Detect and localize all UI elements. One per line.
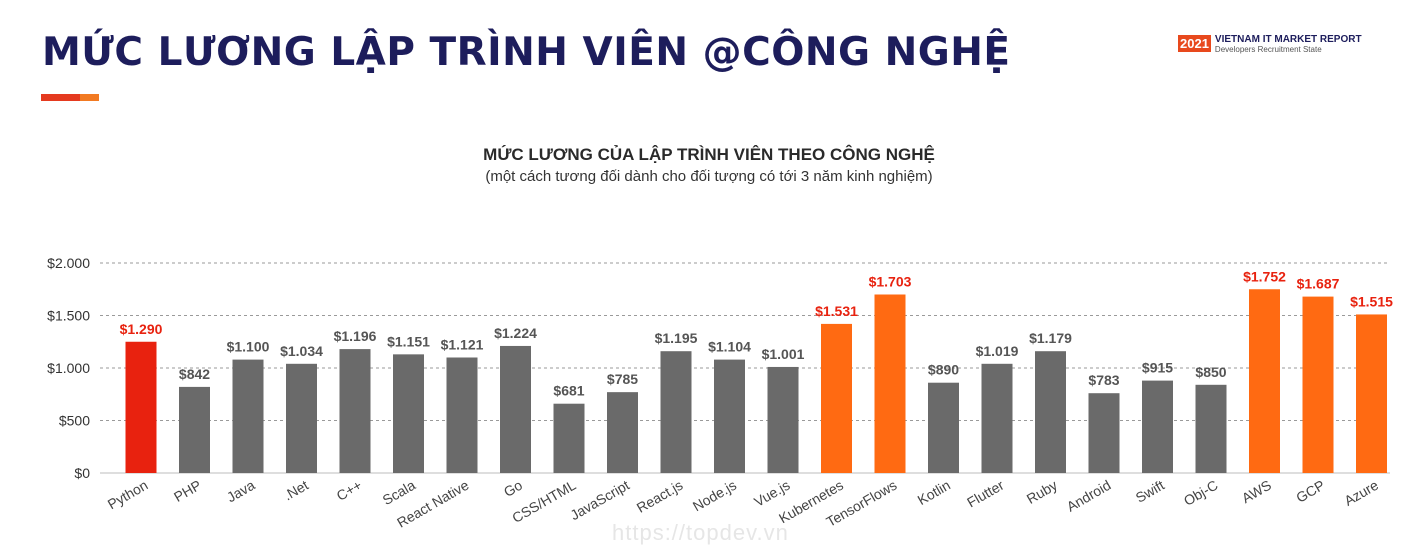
bar [1249, 289, 1280, 473]
x-tick-label: Ruby [1024, 477, 1060, 507]
x-tick-label: Flutter [964, 477, 1007, 511]
data-label: $1.752 [1243, 268, 1286, 284]
data-label: $681 [553, 383, 584, 399]
x-tick-label: Scala [380, 477, 419, 508]
bar [874, 294, 906, 473]
report-text: VIETNAM IT MARKET REPORT Developers Recr… [1215, 35, 1362, 55]
bar [179, 386, 210, 473]
x-tick-label: React.js [634, 477, 686, 516]
bar [125, 341, 157, 473]
data-label: $783 [1088, 372, 1119, 388]
data-label: $1.100 [227, 339, 270, 355]
data-label: $842 [179, 366, 210, 382]
chart-title: MỨC LƯƠNG CỦA LẬP TRÌNH VIÊN THEO CÔNG N… [483, 145, 935, 164]
bar [607, 392, 638, 473]
x-tick-label: PHP [171, 477, 204, 505]
data-label: $1.104 [708, 339, 751, 355]
bar [500, 345, 531, 473]
x-tick-label: C++ [334, 477, 365, 504]
data-label: $890 [928, 362, 959, 378]
data-label: $1.121 [441, 337, 484, 353]
data-label: $1.515 [1350, 293, 1393, 309]
x-tick-label: Swift [1133, 477, 1167, 506]
title-underline [41, 94, 99, 101]
bar [286, 363, 317, 473]
underline-red [41, 94, 80, 101]
bar [981, 363, 1013, 473]
chart-subtitle: (một cách tương đối dành cho đối tượng c… [485, 168, 933, 185]
x-tick-label: Azure [1341, 477, 1381, 509]
report-subtitle: Developers Recruitment State [1214, 45, 1322, 54]
bar [553, 403, 585, 473]
watermark: https://topdev.vn [612, 520, 789, 545]
bar [1195, 384, 1227, 473]
data-label: $1.179 [1029, 330, 1072, 346]
x-tick-label: AWS [1239, 477, 1274, 507]
data-label: $1.224 [494, 325, 537, 341]
x-tick-label: Kotlin [915, 477, 953, 508]
bar [1356, 314, 1387, 473]
data-label: $1.019 [976, 343, 1019, 359]
y-tick-label: $1.500 [47, 308, 90, 324]
data-label: $1.034 [280, 343, 323, 359]
report-brand: 2021 VIETNAM IT MARKET REPORT Developers… [1178, 35, 1362, 55]
data-label: $1.687 [1297, 276, 1340, 292]
x-tick-label: Node.js [690, 477, 739, 515]
x-tick-label: Vue.js [751, 477, 792, 510]
data-label: $1.703 [869, 274, 912, 290]
data-label: $850 [1195, 364, 1226, 380]
x-tick-label: Obj-C [1181, 477, 1221, 509]
bar [1035, 351, 1066, 473]
data-label: $915 [1142, 360, 1173, 376]
data-label: $1.531 [815, 303, 858, 319]
x-tick-label: .Net [281, 477, 311, 504]
bar [339, 349, 371, 473]
data-label: $785 [607, 371, 638, 387]
x-tick-label: GCP [1293, 477, 1327, 506]
bar [446, 357, 478, 473]
x-tick-label: Python [105, 477, 151, 513]
data-label: $1.290 [120, 321, 163, 337]
bar [821, 323, 852, 473]
y-tick-label: $2.000 [47, 255, 90, 271]
bar [767, 366, 799, 473]
x-tick-label: Java [224, 477, 258, 506]
report-name: VIETNAM IT MARKET REPORT [1214, 34, 1362, 45]
x-tick-label: Android [1064, 477, 1114, 515]
bar [928, 382, 959, 473]
data-label: $1.151 [387, 333, 430, 349]
data-label: $1.195 [655, 330, 698, 346]
bar [232, 359, 264, 473]
bar [1142, 380, 1173, 473]
data-label: $1.196 [334, 328, 377, 344]
data-label: $1.001 [762, 346, 805, 362]
x-tick-label: Go [501, 477, 525, 500]
bar [714, 359, 745, 473]
report-year: 2021 [1178, 35, 1211, 52]
bar [1302, 296, 1334, 473]
y-tick-label: $500 [59, 413, 90, 429]
x-tick-label: JavaScript [567, 477, 632, 524]
bar [660, 351, 692, 473]
bar [1088, 393, 1120, 473]
y-tick-label: $0 [74, 465, 90, 481]
y-tick-label: $1.000 [47, 360, 90, 376]
underline-orange [80, 94, 99, 101]
bar [393, 354, 424, 473]
page-title: MỨC LƯƠNG LẬP TRÌNH VIÊN @CÔNG NGHỆ [42, 30, 1011, 75]
